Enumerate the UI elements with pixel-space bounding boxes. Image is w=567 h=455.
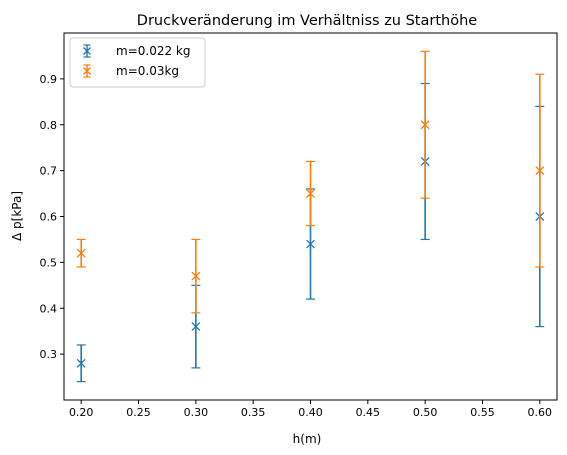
data-point-marker [76, 248, 86, 258]
x-tick-label: 0.20 [69, 406, 94, 419]
data-point-marker [76, 358, 86, 368]
x-axis: 0.20 0.25 0.30 0.35 0.40 0.45 0.50 0.55 0.60 [69, 400, 552, 419]
plot-area [76, 50, 545, 383]
x-tick-label: 0.40 [298, 406, 323, 419]
data-point-marker [191, 271, 201, 281]
data-point-marker [420, 120, 430, 130]
x-tick-label: 0.30 [184, 406, 209, 419]
data-point-marker [306, 189, 315, 199]
y-axis-label: Δ p[kPa] [10, 191, 24, 241]
legend-label: m=0.03kg [116, 64, 179, 78]
y-tick-label: 0.9 [40, 73, 58, 86]
y-axis: 0.3 0.4 0.5 0.6 0.7 0.8 0.9 [40, 73, 64, 361]
legend-frame [69, 37, 206, 88]
legend: m=0.022 kg m=0.03kg [69, 37, 206, 88]
x-axis-label: h(m) [293, 432, 322, 446]
y-tick-label: 0.5 [40, 256, 58, 269]
x-tick-label: 0.60 [528, 406, 553, 419]
x-tick-label: 0.45 [356, 406, 381, 419]
legend-item: m=0.022 kg [83, 44, 190, 58]
y-tick-label: 0.8 [40, 119, 58, 132]
series-2 [76, 50, 545, 314]
legend-label: m=0.022 kg [116, 44, 190, 58]
data-point-marker [535, 166, 545, 176]
y-tick-label: 0.3 [40, 348, 58, 361]
x-tick-label: 0.55 [470, 406, 495, 419]
x-tick-label: 0.50 [413, 406, 438, 419]
chart-title: Druckveränderung im Verhältniss zu Start… [137, 13, 477, 29]
x-tick-label: 0.35 [241, 406, 266, 419]
y-tick-label: 0.4 [40, 302, 58, 315]
x-tick-label: 0.25 [126, 406, 151, 419]
data-point-marker [191, 322, 201, 332]
legend-marker [83, 47, 91, 55]
data-point-marker [306, 239, 315, 249]
legend-item: m=0.03kg [83, 64, 179, 78]
y-tick-label: 0.7 [40, 165, 58, 178]
legend-marker [83, 67, 91, 75]
y-tick-label: 0.6 [40, 211, 58, 224]
